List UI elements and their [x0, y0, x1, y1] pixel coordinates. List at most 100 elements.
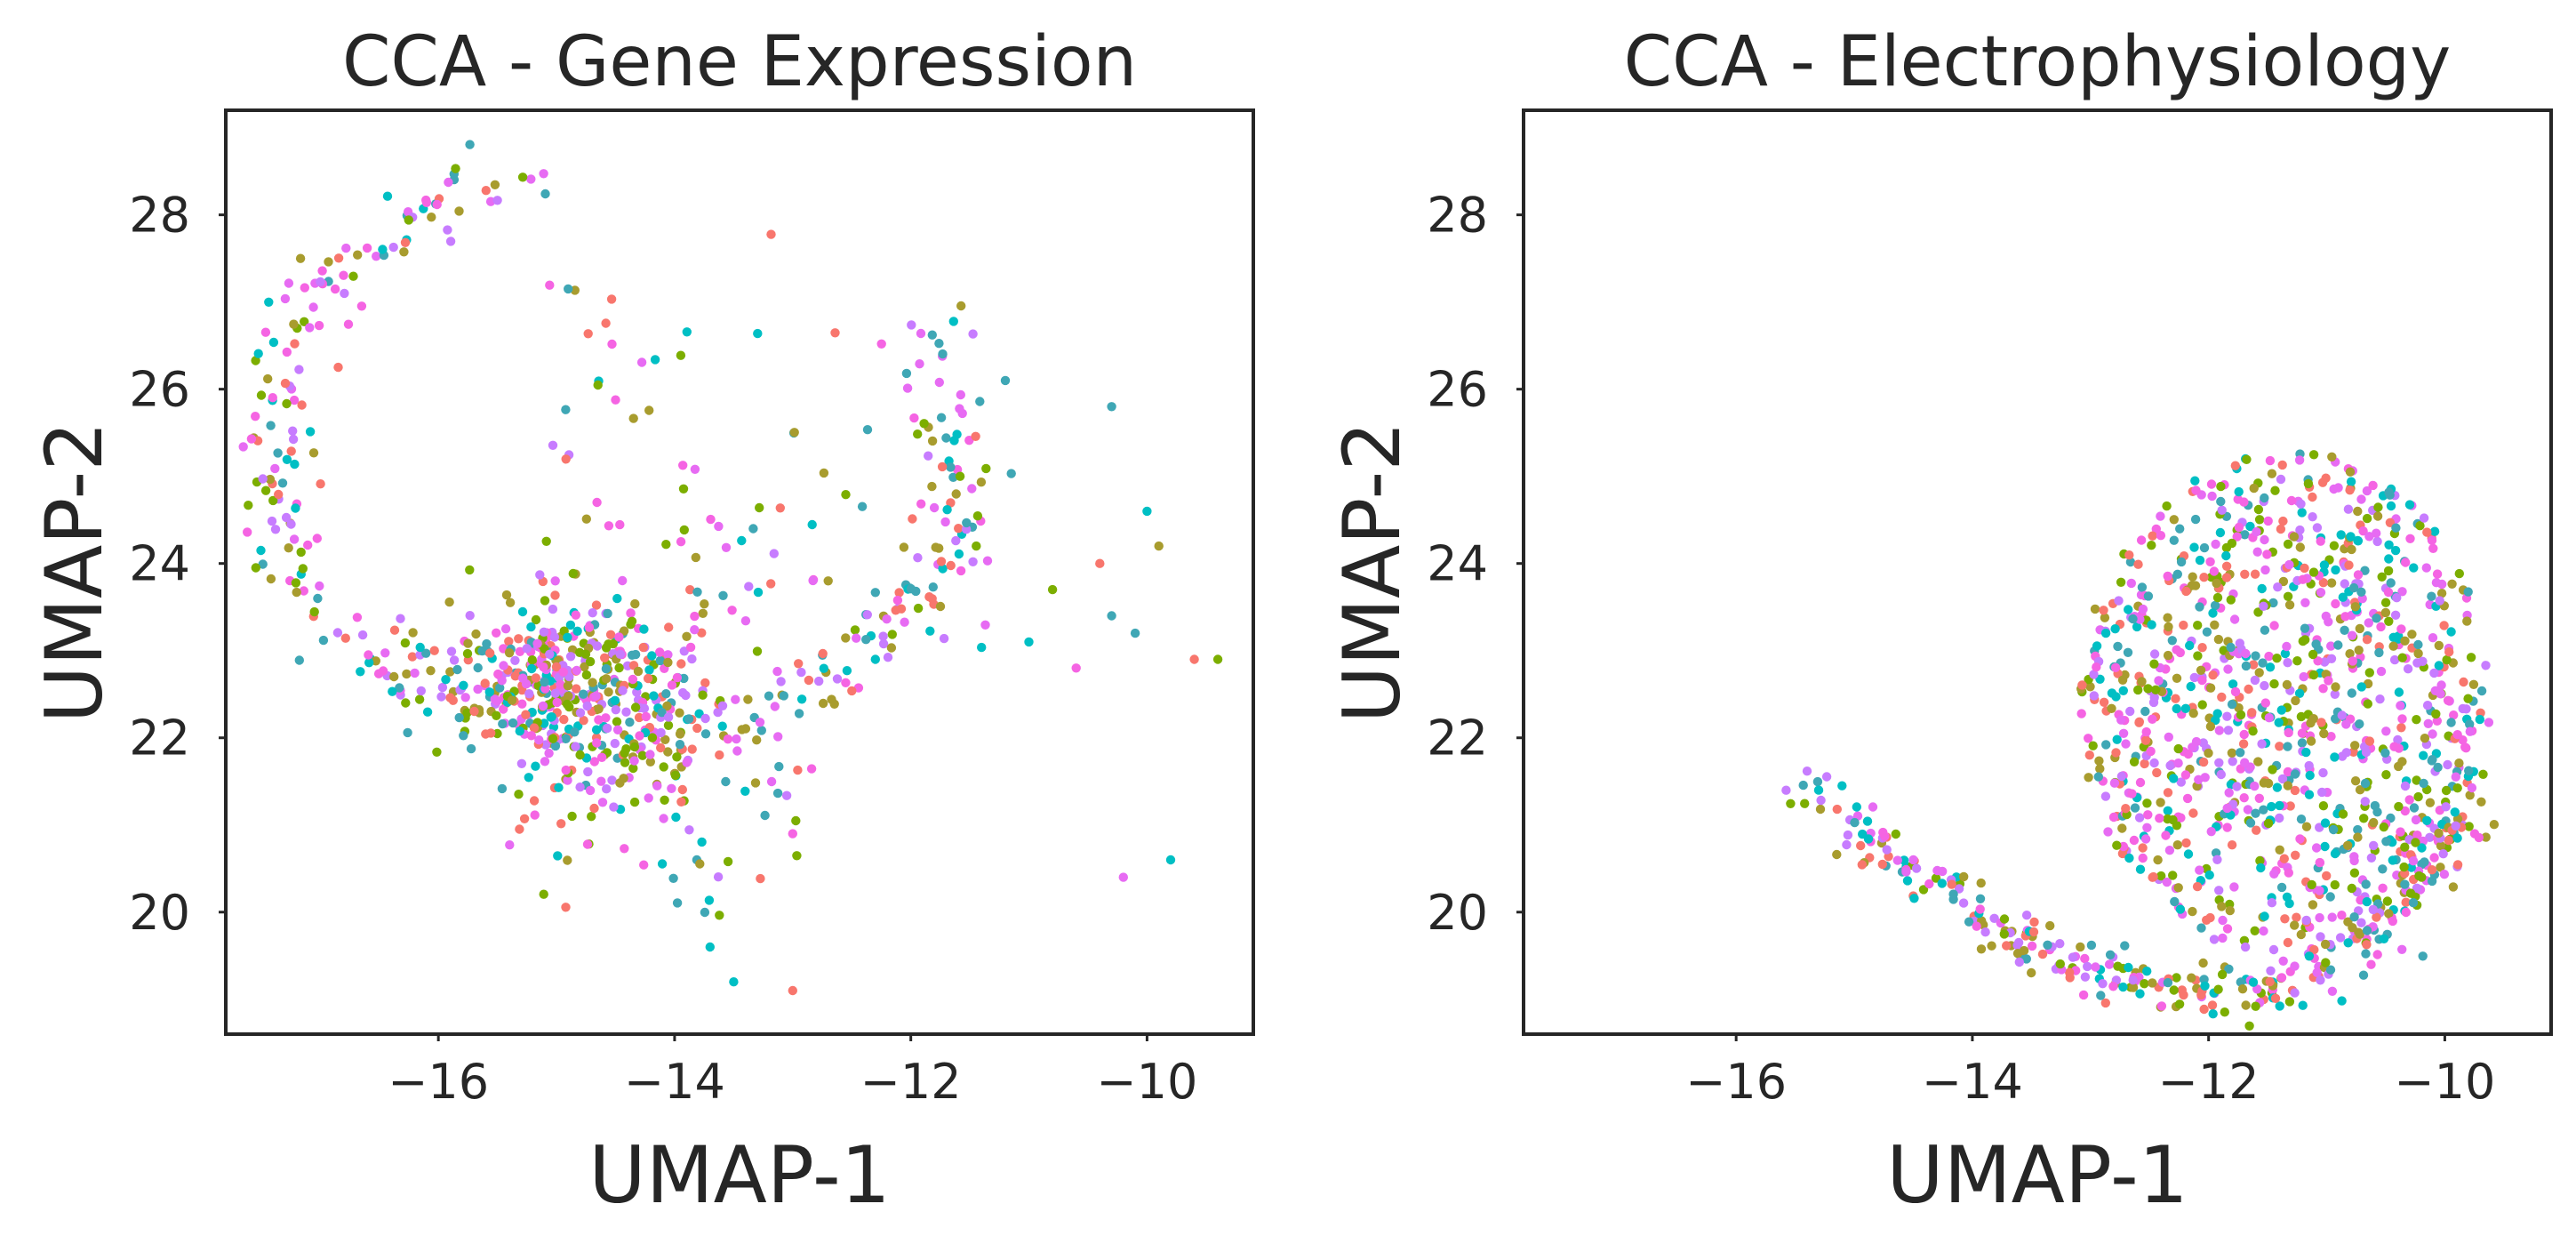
data-point [563, 855, 572, 865]
data-point [2433, 762, 2443, 773]
data-point [2380, 598, 2391, 607]
data-point [2397, 944, 2407, 955]
data-point [2180, 770, 2191, 780]
data-point [615, 649, 625, 659]
data-point [2396, 827, 2405, 837]
data-point [2100, 613, 2110, 622]
data-point [2027, 967, 2036, 978]
data-point [2084, 750, 2094, 760]
data-point [266, 574, 276, 584]
data-point [582, 839, 593, 849]
data-point [535, 570, 545, 580]
data-point [2099, 606, 2108, 615]
data-point [612, 717, 622, 726]
data-point [545, 649, 555, 659]
data-point [661, 540, 671, 550]
data-point [2350, 741, 2360, 750]
data-point [251, 563, 260, 573]
data-point [2084, 734, 2093, 743]
data-point [540, 757, 550, 766]
data-point [2196, 665, 2206, 675]
data-point [2468, 679, 2479, 689]
data-point [284, 543, 293, 553]
data-point [585, 656, 596, 667]
data-point [791, 815, 801, 826]
data-point [2163, 977, 2173, 988]
data-point [2241, 1000, 2251, 1010]
data-point [2390, 545, 2401, 556]
data-point [690, 464, 700, 474]
data-point [466, 743, 476, 754]
data-point [794, 709, 804, 718]
data-point [609, 802, 619, 812]
data-point [635, 731, 644, 741]
data-point [2164, 622, 2173, 632]
data-point [289, 534, 300, 544]
data-point [2348, 656, 2357, 666]
data-point [2283, 591, 2293, 601]
data-point [672, 898, 683, 908]
data-point [2383, 587, 2394, 598]
data-point [2260, 534, 2269, 545]
data-point [2308, 492, 2317, 502]
data-point [2304, 951, 2315, 961]
data-point [692, 587, 702, 597]
data-point [608, 638, 618, 649]
data-point [819, 663, 828, 673]
data-point [2475, 714, 2484, 725]
data-point [581, 670, 592, 680]
data-point [685, 642, 696, 653]
data-point [497, 783, 508, 794]
data-point [583, 766, 593, 777]
data-point [2283, 781, 2292, 791]
data-point [514, 790, 524, 799]
data-point [2232, 532, 2242, 542]
data-point [2241, 661, 2252, 671]
data-point [422, 707, 433, 717]
data-point [760, 810, 770, 821]
data-point [2269, 621, 2279, 630]
data-point [676, 659, 686, 669]
data-point [2100, 791, 2111, 801]
data-point [618, 686, 628, 695]
data-point [2126, 578, 2136, 589]
data-point [2214, 886, 2224, 895]
data-point [588, 608, 597, 618]
data-point [459, 680, 468, 690]
data-point [463, 638, 473, 648]
data-point [2218, 915, 2228, 926]
data-point [2237, 984, 2248, 994]
data-point [676, 797, 686, 807]
data-point [2089, 670, 2099, 679]
data-point [2284, 868, 2293, 878]
data-point [2238, 739, 2249, 749]
data-point [968, 557, 978, 566]
data-point [718, 590, 728, 600]
data-point [1165, 855, 1176, 865]
data-point [667, 783, 676, 793]
data-point [592, 738, 602, 748]
data-point [2329, 541, 2340, 550]
data-point [2014, 957, 2024, 967]
data-point [330, 284, 340, 294]
data-point [776, 677, 786, 686]
data-point [2429, 668, 2439, 678]
data-point [256, 390, 267, 400]
data-point [2266, 966, 2276, 976]
data-point [2181, 586, 2191, 597]
data-point [2012, 949, 2023, 959]
data-point [2212, 709, 2222, 718]
data-point [1878, 827, 1888, 838]
data-point [2412, 883, 2422, 893]
y-tick-label: 22 [129, 710, 190, 766]
data-point [452, 664, 462, 675]
data-point [2296, 499, 2306, 509]
data-point [1980, 927, 1990, 937]
data-point [1924, 879, 1934, 889]
data-point [501, 590, 512, 600]
data-point [732, 734, 741, 744]
data-point [2090, 604, 2100, 614]
data-point [2481, 832, 2491, 842]
data-point [1868, 802, 1878, 812]
data-point [2320, 818, 2331, 828]
